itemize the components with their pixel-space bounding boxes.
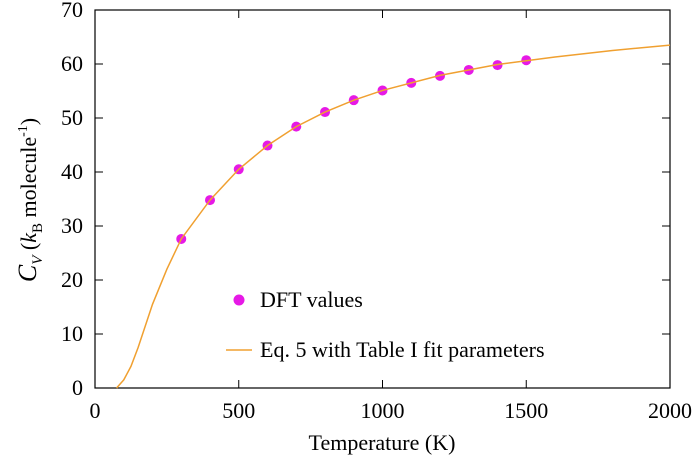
x-tick-label: 1500 bbox=[504, 398, 548, 423]
y-tick-label: 60 bbox=[61, 51, 83, 76]
plot-frame bbox=[94, 9, 671, 389]
legend-label: DFT values bbox=[260, 287, 363, 312]
y-tick-label: 0 bbox=[72, 375, 83, 400]
y-tick-label: 40 bbox=[61, 159, 83, 184]
legend-marker bbox=[233, 294, 245, 306]
y-tick-label: 10 bbox=[61, 321, 83, 346]
y-label-part: B bbox=[30, 223, 46, 233]
y-label-part: -1 bbox=[16, 125, 31, 137]
legend-label: Eq. 5 with Table I fit parameters bbox=[260, 337, 545, 362]
y-tick-label: 50 bbox=[61, 105, 83, 130]
y-label-part: molecule bbox=[16, 137, 41, 223]
x-axis-label: Temperature (K) bbox=[309, 430, 456, 455]
y-tick-label: 20 bbox=[61, 267, 83, 292]
y-axis-label: CV (kB molecule-1) bbox=[13, 118, 46, 282]
fit-line bbox=[116, 44, 671, 389]
y-label-part: ) bbox=[16, 118, 41, 125]
x-tick-label: 1000 bbox=[361, 398, 405, 423]
y-label-part: C bbox=[13, 264, 42, 282]
y-label-part: V bbox=[30, 254, 46, 265]
x-tick-label: 500 bbox=[222, 398, 255, 423]
x-tick-label: 0 bbox=[90, 398, 101, 423]
y-tick-label: 30 bbox=[61, 213, 83, 238]
y-label-part: ( bbox=[16, 243, 41, 256]
y-label-part: k bbox=[16, 232, 41, 243]
x-tick-label: 2000 bbox=[648, 398, 692, 423]
y-tick-label: 70 bbox=[61, 0, 83, 22]
